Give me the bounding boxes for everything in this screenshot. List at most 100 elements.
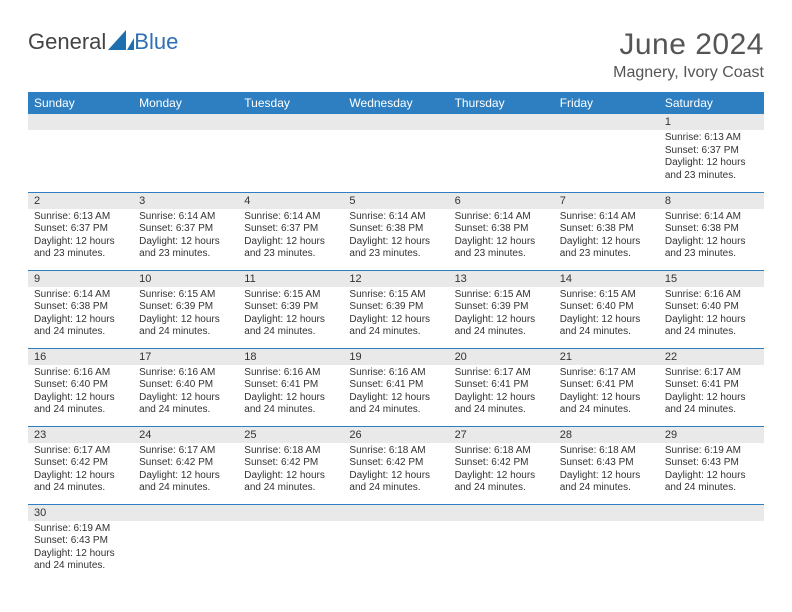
- day-details: Sunrise: 6:19 AMSunset: 6:43 PMDaylight:…: [28, 521, 133, 577]
- daylight-text: Daylight: 12 hours and 24 minutes.: [455, 392, 548, 417]
- sunset-text: Sunset: 6:37 PM: [665, 145, 758, 158]
- sunset-text: Sunset: 6:37 PM: [244, 223, 337, 236]
- day-number: [133, 505, 238, 521]
- day-number: 3: [133, 193, 238, 209]
- day-number: [449, 505, 554, 521]
- calendar-cell: 27Sunrise: 6:18 AMSunset: 6:42 PMDayligh…: [449, 426, 554, 504]
- day-details: Sunrise: 6:18 AMSunset: 6:42 PMDaylight:…: [449, 443, 554, 499]
- calendar-cell: [449, 114, 554, 192]
- day-number: 30: [28, 505, 133, 521]
- calendar-cell: 8Sunrise: 6:14 AMSunset: 6:38 PMDaylight…: [659, 192, 764, 270]
- day-number: 19: [343, 349, 448, 365]
- daylight-text: Daylight: 12 hours and 23 minutes.: [244, 236, 337, 261]
- sunset-text: Sunset: 6:37 PM: [34, 223, 127, 236]
- brand-blue: Blue: [134, 29, 178, 55]
- sunrise-text: Sunrise: 6:14 AM: [34, 289, 127, 302]
- weekday-header: Friday: [554, 92, 659, 114]
- daylight-text: Daylight: 12 hours and 24 minutes.: [560, 470, 653, 495]
- day-details: Sunrise: 6:16 AMSunset: 6:40 PMDaylight:…: [659, 287, 764, 343]
- daylight-text: Daylight: 12 hours and 24 minutes.: [34, 314, 127, 339]
- brand-sail-icon: [108, 28, 134, 50]
- sunrise-text: Sunrise: 6:14 AM: [244, 211, 337, 224]
- title-block: June 2024 Magnery, Ivory Coast: [613, 28, 764, 82]
- sunrise-text: Sunrise: 6:18 AM: [349, 445, 442, 458]
- sunset-text: Sunset: 6:41 PM: [455, 379, 548, 392]
- sunset-text: Sunset: 6:42 PM: [349, 457, 442, 470]
- day-details: Sunrise: 6:14 AMSunset: 6:37 PMDaylight:…: [238, 209, 343, 265]
- calendar-cell: 30Sunrise: 6:19 AMSunset: 6:43 PMDayligh…: [28, 504, 133, 582]
- day-details: Sunrise: 6:16 AMSunset: 6:40 PMDaylight:…: [28, 365, 133, 421]
- sunrise-text: Sunrise: 6:15 AM: [244, 289, 337, 302]
- day-details: Sunrise: 6:14 AMSunset: 6:38 PMDaylight:…: [343, 209, 448, 265]
- day-number: 10: [133, 271, 238, 287]
- sunrise-text: Sunrise: 6:16 AM: [139, 367, 232, 380]
- daylight-text: Daylight: 12 hours and 24 minutes.: [455, 470, 548, 495]
- day-number: 6: [449, 193, 554, 209]
- day-number: 26: [343, 427, 448, 443]
- weekday-header: Monday: [133, 92, 238, 114]
- day-number: 5: [343, 193, 448, 209]
- calendar-cell: [133, 114, 238, 192]
- calendar-cell: 11Sunrise: 6:15 AMSunset: 6:39 PMDayligh…: [238, 270, 343, 348]
- day-number: 1: [659, 114, 764, 130]
- calendar-row: 1Sunrise: 6:13 AMSunset: 6:37 PMDaylight…: [28, 114, 764, 192]
- sunrise-text: Sunrise: 6:14 AM: [560, 211, 653, 224]
- day-details: Sunrise: 6:17 AMSunset: 6:41 PMDaylight:…: [659, 365, 764, 421]
- day-number: [238, 114, 343, 130]
- calendar-cell: 25Sunrise: 6:18 AMSunset: 6:42 PMDayligh…: [238, 426, 343, 504]
- daylight-text: Daylight: 12 hours and 24 minutes.: [244, 314, 337, 339]
- daylight-text: Daylight: 12 hours and 23 minutes.: [665, 157, 758, 182]
- calendar-cell: 29Sunrise: 6:19 AMSunset: 6:43 PMDayligh…: [659, 426, 764, 504]
- day-details: Sunrise: 6:16 AMSunset: 6:41 PMDaylight:…: [238, 365, 343, 421]
- day-details: Sunrise: 6:14 AMSunset: 6:37 PMDaylight:…: [133, 209, 238, 265]
- sunset-text: Sunset: 6:43 PM: [34, 535, 127, 548]
- daylight-text: Daylight: 12 hours and 23 minutes.: [665, 236, 758, 261]
- day-number: [554, 505, 659, 521]
- calendar-cell: 17Sunrise: 6:16 AMSunset: 6:40 PMDayligh…: [133, 348, 238, 426]
- day-details: Sunrise: 6:19 AMSunset: 6:43 PMDaylight:…: [659, 443, 764, 499]
- calendar-cell: 15Sunrise: 6:16 AMSunset: 6:40 PMDayligh…: [659, 270, 764, 348]
- day-details: Sunrise: 6:15 AMSunset: 6:39 PMDaylight:…: [449, 287, 554, 343]
- sunrise-text: Sunrise: 6:14 AM: [455, 211, 548, 224]
- day-number: [554, 114, 659, 130]
- day-details: Sunrise: 6:18 AMSunset: 6:42 PMDaylight:…: [238, 443, 343, 499]
- daylight-text: Daylight: 12 hours and 24 minutes.: [139, 392, 232, 417]
- sunset-text: Sunset: 6:38 PM: [560, 223, 653, 236]
- sunset-text: Sunset: 6:41 PM: [560, 379, 653, 392]
- day-number: [28, 114, 133, 130]
- brand-logo: General Blue: [28, 28, 178, 56]
- day-details: Sunrise: 6:13 AMSunset: 6:37 PMDaylight:…: [28, 209, 133, 265]
- day-details: Sunrise: 6:17 AMSunset: 6:42 PMDaylight:…: [133, 443, 238, 499]
- daylight-text: Daylight: 12 hours and 24 minutes.: [34, 392, 127, 417]
- day-number: 20: [449, 349, 554, 365]
- sunset-text: Sunset: 6:38 PM: [455, 223, 548, 236]
- sunset-text: Sunset: 6:38 PM: [349, 223, 442, 236]
- daylight-text: Daylight: 12 hours and 23 minutes.: [455, 236, 548, 261]
- daylight-text: Daylight: 12 hours and 24 minutes.: [560, 392, 653, 417]
- sunset-text: Sunset: 6:40 PM: [665, 301, 758, 314]
- day-number: 12: [343, 271, 448, 287]
- sunset-text: Sunset: 6:38 PM: [665, 223, 758, 236]
- calendar-row: 9Sunrise: 6:14 AMSunset: 6:38 PMDaylight…: [28, 270, 764, 348]
- weekday-header: Tuesday: [238, 92, 343, 114]
- day-details: Sunrise: 6:15 AMSunset: 6:39 PMDaylight:…: [343, 287, 448, 343]
- sunrise-text: Sunrise: 6:17 AM: [455, 367, 548, 380]
- daylight-text: Daylight: 12 hours and 24 minutes.: [665, 314, 758, 339]
- sunrise-text: Sunrise: 6:13 AM: [34, 211, 127, 224]
- day-number: 4: [238, 193, 343, 209]
- calendar-cell: [659, 504, 764, 582]
- calendar-cell: 5Sunrise: 6:14 AMSunset: 6:38 PMDaylight…: [343, 192, 448, 270]
- calendar-body: 1Sunrise: 6:13 AMSunset: 6:37 PMDaylight…: [28, 114, 764, 582]
- daylight-text: Daylight: 12 hours and 24 minutes.: [560, 314, 653, 339]
- sunrise-text: Sunrise: 6:15 AM: [349, 289, 442, 302]
- day-number: 7: [554, 193, 659, 209]
- sunrise-text: Sunrise: 6:15 AM: [139, 289, 232, 302]
- weekday-header: Thursday: [449, 92, 554, 114]
- sunset-text: Sunset: 6:40 PM: [139, 379, 232, 392]
- header: General Blue June 2024 Magnery, Ivory Co…: [28, 28, 764, 82]
- day-number: 18: [238, 349, 343, 365]
- calendar-cell: 28Sunrise: 6:18 AMSunset: 6:43 PMDayligh…: [554, 426, 659, 504]
- day-details: Sunrise: 6:16 AMSunset: 6:41 PMDaylight:…: [343, 365, 448, 421]
- sunrise-text: Sunrise: 6:14 AM: [349, 211, 442, 224]
- day-number: 29: [659, 427, 764, 443]
